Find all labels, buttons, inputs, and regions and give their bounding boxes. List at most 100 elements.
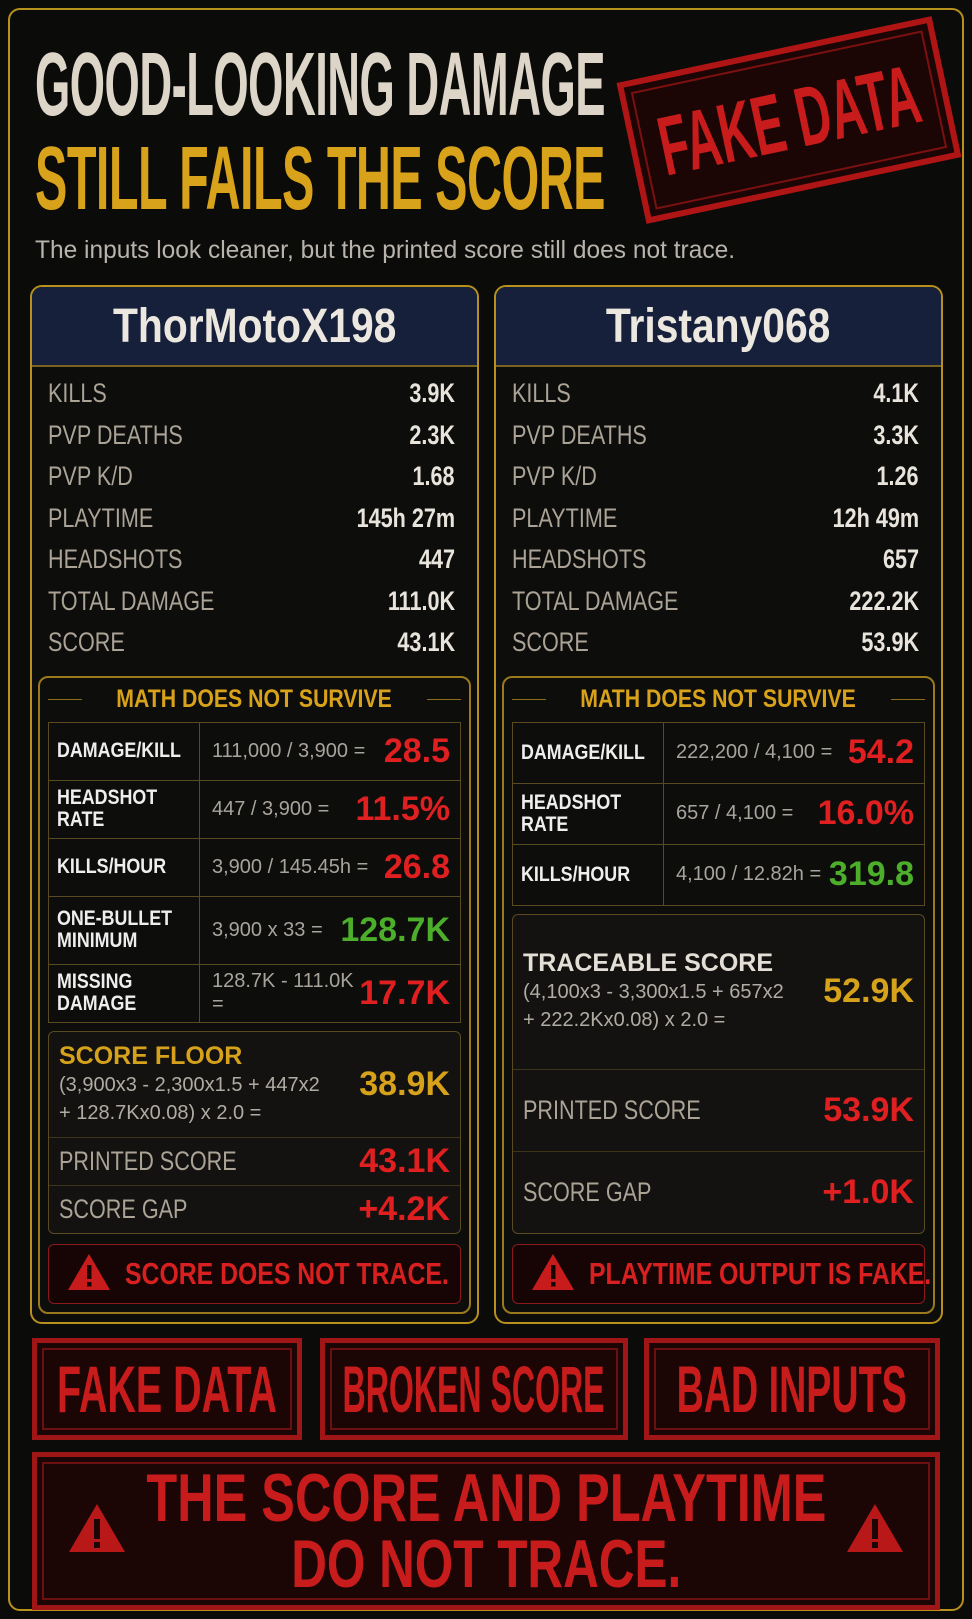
- rule: [48, 699, 83, 700]
- score-row-value: +1.0K: [822, 1173, 914, 1212]
- rule: [512, 699, 547, 700]
- math-row: KILLS/HOUR 4,100 / 12.82h = 319.8: [513, 844, 924, 905]
- stat-label: HEADSHOTS: [48, 544, 183, 575]
- stat-value: 4.1K: [873, 378, 919, 409]
- math-label-cell: DAMAGE/KILL: [49, 722, 200, 780]
- math-formula: 3,900 x 33 =: [212, 918, 323, 941]
- math-title: MATH DOES NOT SURVIVE: [48, 678, 462, 722]
- score-label: SCORE FLOOR: [59, 1041, 243, 1070]
- stat-label: PVP K/D: [48, 461, 133, 492]
- stat-row: TOTAL DAMAGE 222.2K: [512, 581, 919, 623]
- stamp-text: BROKEN SCORE: [343, 1352, 605, 1426]
- score-row-label: PRINTED SCORE: [59, 1145, 237, 1176]
- math-row: KILLS/HOUR 3,900 / 145.45h = 26.8: [49, 838, 460, 897]
- stat-label: TOTAL DAMAGE: [512, 585, 679, 616]
- math-formula: 222,200 / 4,100 =: [676, 741, 833, 763]
- title-line: STILL FAILS THE SCORE: [35, 129, 606, 229]
- score-row-label: PRINTED SCORE: [523, 1095, 701, 1126]
- warning: PLAYTIME OUTPUT IS FAKE.: [512, 1244, 931, 1304]
- stat-row: KILLS 4.1K: [512, 373, 919, 415]
- stat-label: PVP DEATHS: [512, 419, 647, 450]
- math-label: KILLS/HOUR: [57, 855, 167, 878]
- math-formula: 447 / 3,900 =: [212, 797, 330, 820]
- math-table: DAMAGE/KILL 222,200 / 4,100 = 54.2 HEADSHOT…: [512, 721, 925, 906]
- warning: SCORE DOES NOT TRACE.: [48, 1244, 461, 1304]
- score-result: 52.9K: [823, 972, 914, 1011]
- stat-label: HEADSHOTS: [512, 544, 647, 575]
- stamp: FAKE DATA: [32, 1338, 302, 1440]
- rule: [426, 699, 462, 700]
- math-label-cell: MISSING DAMAGE: [49, 964, 200, 1022]
- math-label: HEADSHOT RATE: [57, 786, 158, 831]
- warning-icon: [847, 1504, 903, 1552]
- math-row: MISSING DAMAGE 128.7K - 111.0K = 17.7K: [49, 964, 460, 1022]
- math-label: DAMAGE/KILL: [521, 740, 645, 764]
- math-row: HEADSHOT RATE 447 / 3,900 = 11.5%: [49, 780, 460, 839]
- stat-label: TOTAL DAMAGE: [48, 585, 215, 616]
- score-calc-left: SCORE FLOOR (3,900x3 - 2,300x1.5 + 447x2 +…: [59, 1042, 359, 1127]
- math-label-cell: KILLS/HOUR: [513, 844, 664, 905]
- score-row-value: 53.9K: [823, 1091, 914, 1130]
- warning-text: SCORE DOES NOT TRACE.: [125, 1256, 449, 1291]
- math-formula: 128.7K - 111.0K =: [212, 970, 354, 1015]
- stats-list: KILLS 3.9K PVP DEATHS 2.3K PVP K/D 1.68 PLAYTI…: [32, 367, 477, 672]
- math-formula: 111,000 / 3,900 =: [212, 739, 366, 762]
- math-label: ONE-BULLET MINIMUM: [57, 907, 173, 952]
- stat-value: 53.9K: [861, 627, 919, 658]
- stat-label: KILLS: [512, 378, 571, 409]
- warning-icon-svg: [68, 1253, 110, 1290]
- score-row: PRINTED SCORE 43.1K: [49, 1138, 460, 1186]
- stat-label: SCORE: [48, 627, 125, 658]
- rule: [890, 699, 926, 700]
- warning-icon: [69, 1504, 125, 1552]
- math-table: DAMAGE/KILL 111,000 / 3,900 = 28.5 HEADSHOT…: [48, 721, 461, 1023]
- title-line: GOOD-LOOKING DAMAGE: [35, 35, 606, 135]
- stat-label: PLAYTIME: [512, 502, 618, 533]
- stat-value: 447: [418, 544, 455, 575]
- math-label: HEADSHOT RATE: [521, 790, 622, 836]
- math-result: 26.8: [383, 847, 450, 886]
- player-panel: ThorMotoX198 KILLS 3.9K PVP DEATHS 2.3K PVP K…: [30, 285, 479, 1324]
- score-row-value: 43.1K: [359, 1141, 450, 1180]
- footer-text: THE SCORE AND PLAYTIME: [146, 1460, 826, 1536]
- stat-row: PVP K/D 1.68: [48, 456, 455, 498]
- stat-row: SCORE 53.9K: [512, 622, 919, 664]
- stat-value: 12h 49m: [832, 502, 919, 533]
- math-result: 28.5: [383, 731, 450, 770]
- stat-value: 2.3K: [409, 419, 455, 450]
- stamp: BROKEN SCORE: [320, 1338, 628, 1440]
- math-label-cell: KILLS/HOUR: [49, 838, 200, 896]
- frame: [8, 8, 964, 1611]
- player-panel: Tristany068 KILLS 4.1K PVP DEATHS 3.3K PVP K/…: [494, 285, 943, 1324]
- stat-row: HEADSHOTS 657: [512, 539, 919, 581]
- stat-label: PVP DEATHS: [48, 419, 183, 450]
- stat-row: PVP DEATHS 3.3K: [512, 415, 919, 457]
- score-calc: SCORE FLOOR (3,900x3 - 2,300x1.5 + 447x2 +…: [49, 1032, 460, 1138]
- stat-row: TOTAL DAMAGE 111.0K: [48, 581, 455, 623]
- stats-list: KILLS 4.1K PVP DEATHS 3.3K PVP K/D 1.26 PLAYTI…: [496, 367, 941, 672]
- stat-value: 111.0K: [387, 585, 455, 616]
- stat-label: PVP K/D: [512, 461, 597, 492]
- warning-icon-svg: [532, 1253, 574, 1290]
- math-result: 319.8: [828, 855, 914, 893]
- math-title-text: MATH DOES NOT SURVIVE: [116, 685, 393, 713]
- stat-value: 43.1K: [397, 627, 455, 658]
- player-name: Tristany068: [606, 299, 831, 353]
- math-row: ONE-BULLET MINIMUM 3,900 x 33 = 128.7K: [49, 896, 460, 965]
- math-row: HEADSHOT RATE 657 / 4,100 = 16.0%: [513, 783, 924, 845]
- math-formula: 4,100 / 12.82h =: [676, 863, 822, 885]
- score-result: 38.9K: [359, 1064, 450, 1103]
- score-row: SCORE GAP +4.2K: [49, 1186, 460, 1233]
- footer-banner: THE SCORE AND PLAYTIME DO NOT TRACE.: [32, 1452, 940, 1610]
- math-result: 16.0%: [817, 794, 914, 832]
- stat-value: 3.9K: [409, 378, 455, 409]
- score-box: TRACEABLE SCORE (4,100x3 - 3,300x1.5 + 65…: [512, 913, 925, 1234]
- score-formula: (4,100x3 - 3,300x1.5 + 657x2: [523, 981, 784, 1004]
- stat-value: 145h 27m: [356, 502, 455, 533]
- score-label: TRACEABLE SCORE: [523, 949, 774, 978]
- stamp-text: FAKE DATA: [649, 46, 928, 193]
- math-label: DAMAGE/KILL: [57, 739, 181, 762]
- score-formula: + 128.7Kx0.08) x 2.0 =: [59, 1101, 262, 1124]
- footer-text: DO NOT TRACE.: [291, 1526, 681, 1602]
